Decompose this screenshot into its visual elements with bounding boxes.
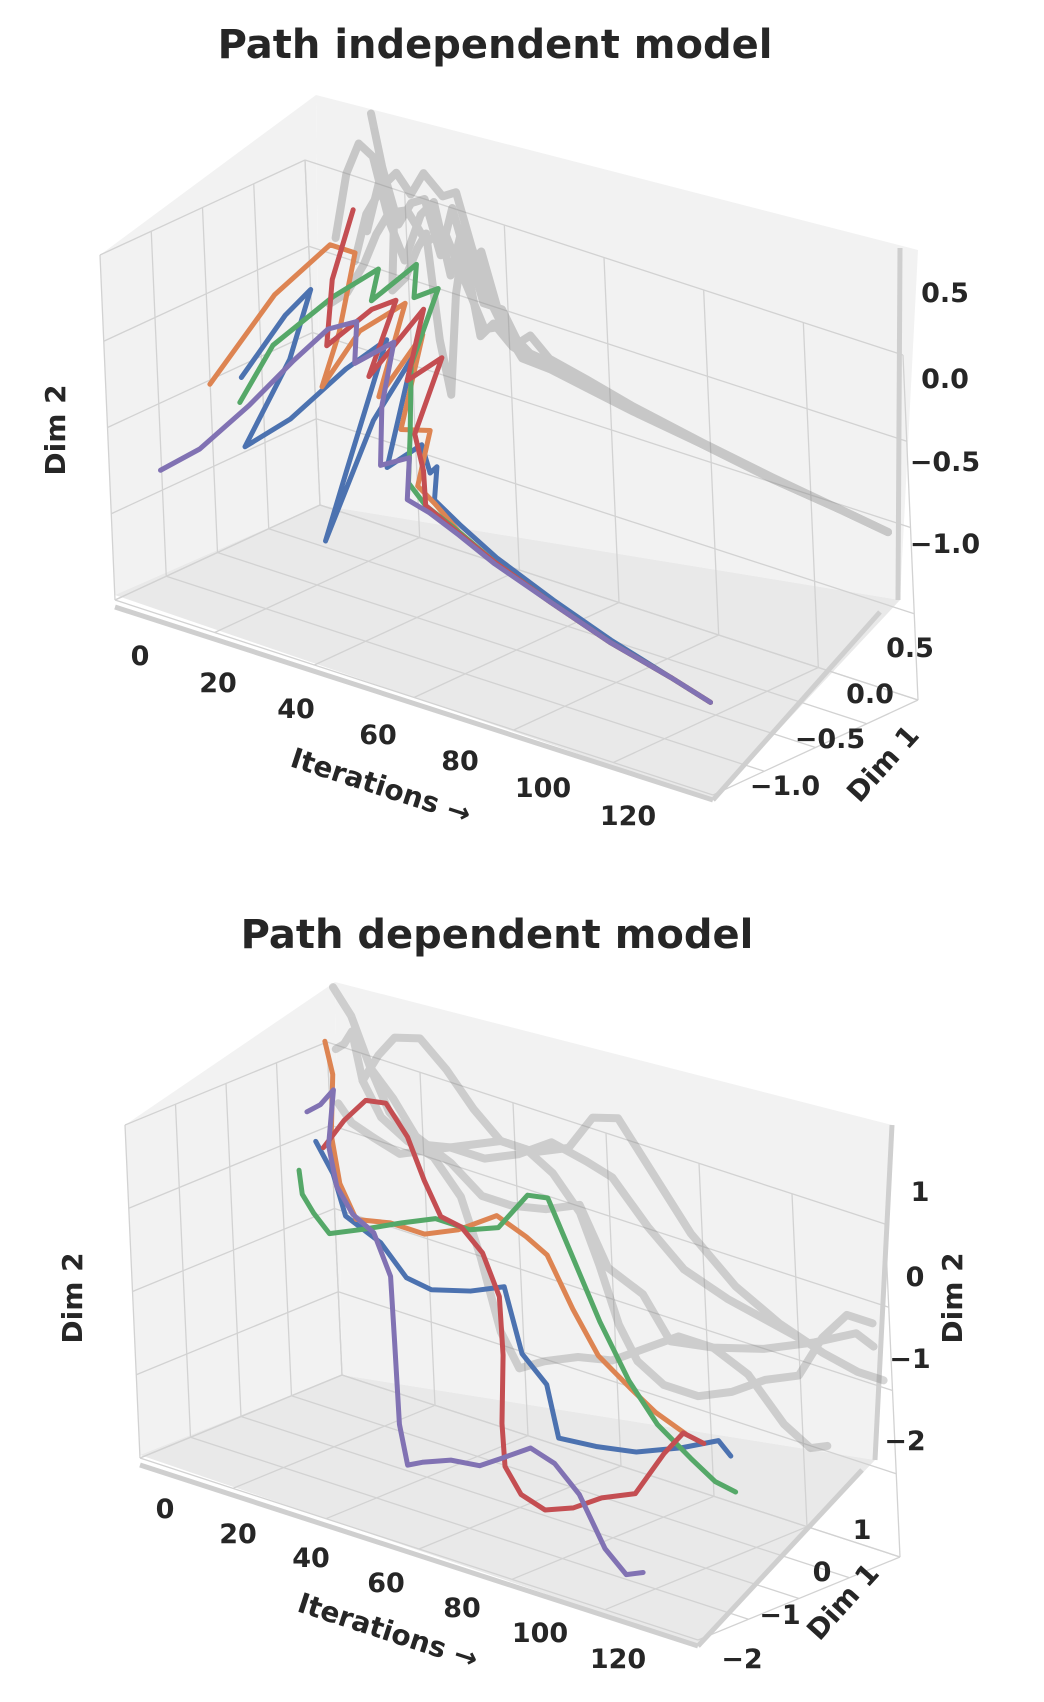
z-axis-label: Dim 2 bbox=[56, 1252, 89, 1343]
series-group bbox=[158, 207, 714, 705]
grid-line bbox=[253, 183, 270, 529]
grid-line bbox=[334, 1207, 893, 1392]
series-shadow-line bbox=[325, 206, 893, 537]
x-tick-label: 80 bbox=[441, 746, 479, 777]
grid-line bbox=[304, 159, 321, 506]
grid-line bbox=[166, 575, 765, 772]
series-shadow-line bbox=[334, 1099, 888, 1385]
y-tick-label: 1 bbox=[853, 1515, 872, 1546]
y-tick-label: −1 bbox=[759, 1600, 800, 1631]
grid-line bbox=[139, 1457, 699, 1641]
series-line bbox=[322, 1038, 688, 1437]
chart-path-independent: Path independent model 0 20 40 60 80 100… bbox=[39, 22, 980, 832]
z-tick-label: −2 bbox=[884, 1426, 925, 1457]
z-axis-label-right: Dim 2 bbox=[936, 1252, 969, 1343]
x-tick-label: 0 bbox=[156, 1494, 175, 1525]
grid-line bbox=[338, 1291, 897, 1475]
x-tick-label: 40 bbox=[292, 1543, 330, 1574]
grid-line bbox=[319, 504, 919, 701]
z-axis-line bbox=[895, 247, 903, 601]
series-shadow-line bbox=[331, 139, 893, 537]
grid-line bbox=[103, 245, 310, 342]
z-axis-label: Dim 2 bbox=[39, 384, 72, 475]
floor-pane bbox=[140, 1375, 875, 1646]
grid-line bbox=[132, 1207, 335, 1293]
z-tick-label: −1.0 bbox=[910, 529, 980, 560]
series-line bbox=[320, 1097, 707, 1513]
back-wall-projections bbox=[328, 983, 888, 1453]
x-tick-label: 80 bbox=[443, 1593, 481, 1624]
grid-line bbox=[114, 599, 714, 796]
y-tick-label: −2 bbox=[721, 1644, 762, 1675]
grid-line bbox=[308, 245, 907, 442]
z-tick-label: 0.0 bbox=[921, 364, 969, 395]
x-tick-label: 100 bbox=[515, 773, 571, 804]
floor-pane bbox=[115, 505, 900, 800]
y-tick-label: 0.0 bbox=[846, 679, 894, 710]
series-shadow-line bbox=[366, 1064, 878, 1353]
grid-line bbox=[326, 1041, 886, 1225]
series-line bbox=[158, 319, 714, 705]
x-tick-label: 100 bbox=[512, 1618, 568, 1649]
grid-line bbox=[190, 1436, 749, 1620]
series-group bbox=[296, 1038, 739, 1578]
z-tick-label: 0.5 bbox=[921, 278, 969, 309]
z-axis-line bbox=[872, 1124, 895, 1461]
series-shadow-line bbox=[358, 1033, 877, 1401]
y-tick-label: 0.5 bbox=[886, 633, 934, 664]
back-pane bbox=[316, 95, 918, 600]
x-tick-label: 20 bbox=[219, 1519, 257, 1550]
x-axis-line bbox=[139, 1462, 699, 1649]
chart-title: Path independent model bbox=[218, 22, 773, 68]
y-axis-line bbox=[711, 610, 882, 802]
back-wall-projections bbox=[325, 109, 893, 537]
series-shadow-line bbox=[328, 983, 802, 1341]
z-tick-label: 1 bbox=[911, 1177, 930, 1208]
x-axis-line bbox=[114, 604, 714, 803]
y-tick-label: 0 bbox=[813, 1557, 832, 1588]
grid-line bbox=[128, 1124, 331, 1209]
series-shadow-line bbox=[363, 164, 893, 537]
y-tick-label: −1.0 bbox=[750, 771, 820, 802]
series-line bbox=[304, 1087, 646, 1578]
x-tick-label: 120 bbox=[600, 801, 656, 832]
z-tick-label: −1 bbox=[889, 1344, 930, 1375]
x-tick-label: 0 bbox=[131, 641, 150, 672]
back-pane bbox=[335, 982, 892, 1460]
x-tick-label: 20 bbox=[199, 668, 237, 699]
chart-title: Path dependent model bbox=[241, 912, 754, 958]
left-pane bbox=[125, 982, 342, 1455]
series-line bbox=[296, 1167, 739, 1495]
series-shadow-line bbox=[350, 168, 893, 537]
series-shadow-line bbox=[367, 109, 893, 537]
x-tick-label: 60 bbox=[359, 720, 397, 751]
grid-line bbox=[240, 1415, 800, 1600]
grid-line bbox=[268, 528, 867, 725]
x-tick-label: 40 bbox=[277, 694, 315, 725]
grid-line bbox=[330, 1124, 889, 1308]
grid-line bbox=[99, 159, 306, 256]
series-shadow-line bbox=[331, 1027, 832, 1453]
grid-line bbox=[217, 551, 816, 749]
left-pane bbox=[100, 95, 320, 595]
z-tick-label: 0 bbox=[906, 1262, 925, 1293]
grid-line bbox=[275, 1062, 293, 1396]
x-tick-label: 120 bbox=[590, 1644, 646, 1675]
chart-path-dependent: Path dependent model 0 20 40 60 80 100 1… bbox=[56, 912, 969, 1676]
x-tick-label: 60 bbox=[367, 1568, 405, 1599]
grid-line bbox=[124, 1041, 328, 1126]
y-tick-label: −0.5 bbox=[795, 724, 865, 755]
grid-lines bbox=[124, 1041, 901, 1641]
y-axis-line bbox=[696, 1468, 864, 1648]
grid-line bbox=[304, 159, 904, 356]
z-tick-label: −0.5 bbox=[910, 447, 980, 478]
